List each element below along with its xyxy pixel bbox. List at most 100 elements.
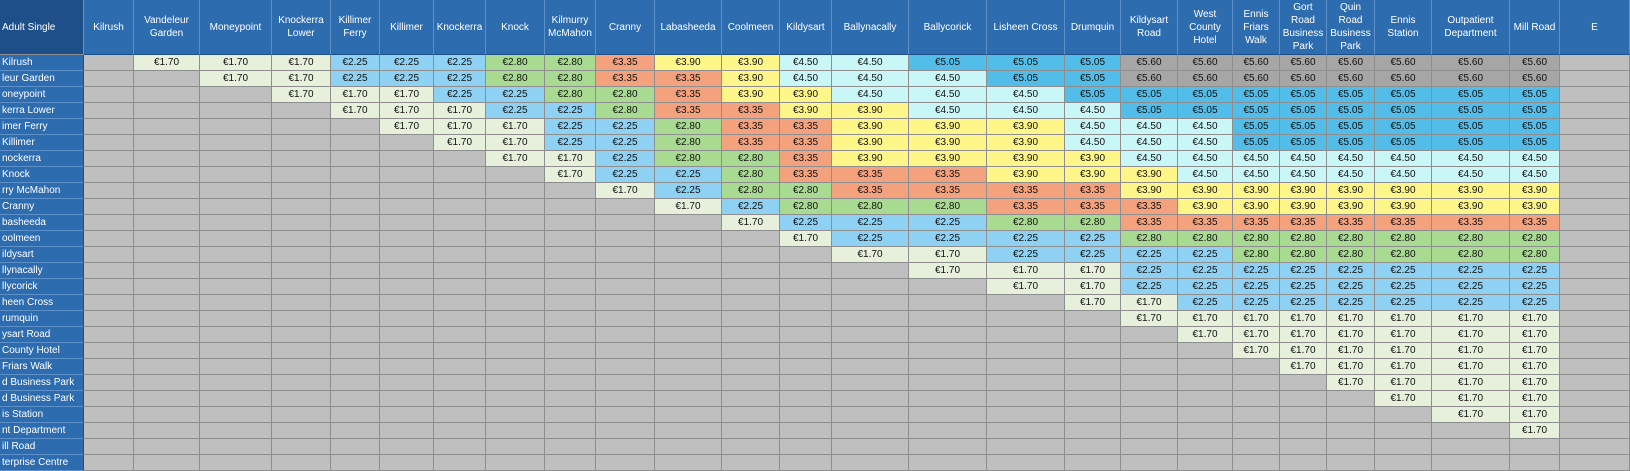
fare-cell[interactable]: €2.25 (545, 135, 596, 151)
empty-cell[interactable] (380, 279, 434, 295)
empty-cell[interactable] (780, 343, 832, 359)
row-header[interactable]: County Hotel (0, 343, 84, 359)
empty-cell[interactable] (1560, 151, 1630, 167)
fare-cell[interactable]: €4.50 (780, 55, 832, 71)
empty-cell[interactable] (780, 327, 832, 343)
fare-cell[interactable]: €1.70 (1375, 375, 1432, 391)
empty-cell[interactable] (1560, 167, 1630, 183)
column-header[interactable]: Ennis Friars Walk (1233, 0, 1280, 55)
fare-cell[interactable]: €5.05 (1327, 119, 1375, 135)
column-header[interactable]: Outpatient Department (1432, 0, 1510, 55)
empty-cell[interactable] (84, 359, 134, 375)
fare-cell[interactable]: €3.35 (832, 183, 909, 199)
row-header[interactable]: llynacally (0, 263, 84, 279)
column-header[interactable]: Cranny (596, 0, 655, 55)
empty-cell[interactable] (434, 167, 486, 183)
empty-cell[interactable] (434, 215, 486, 231)
empty-cell[interactable] (84, 215, 134, 231)
empty-cell[interactable] (1121, 343, 1178, 359)
fare-cell[interactable]: €2.80 (655, 119, 722, 135)
empty-cell[interactable] (200, 375, 272, 391)
empty-cell[interactable] (1375, 439, 1432, 455)
fare-cell[interactable]: €1.70 (1432, 327, 1510, 343)
column-header[interactable]: Kilmurry McMahon (545, 0, 596, 55)
fare-cell[interactable]: €2.80 (545, 87, 596, 103)
empty-cell[interactable] (655, 423, 722, 439)
fare-cell[interactable]: €2.80 (1280, 231, 1327, 247)
empty-cell[interactable] (655, 263, 722, 279)
empty-cell[interactable] (486, 311, 545, 327)
empty-cell[interactable] (545, 311, 596, 327)
empty-cell[interactable] (655, 311, 722, 327)
empty-cell[interactable] (909, 327, 987, 343)
row-header[interactable]: Friars Walk (0, 359, 84, 375)
empty-cell[interactable] (331, 375, 380, 391)
empty-cell[interactable] (987, 295, 1065, 311)
empty-cell[interactable] (1560, 391, 1630, 407)
empty-cell[interactable] (434, 375, 486, 391)
fare-cell[interactable]: €1.70 (1233, 311, 1280, 327)
fare-cell[interactable]: €5.60 (1510, 55, 1560, 71)
row-header[interactable]: kerra Lower (0, 103, 84, 119)
fare-cell[interactable]: €5.05 (1375, 135, 1432, 151)
fare-cell[interactable]: €5.05 (1432, 103, 1510, 119)
fare-cell[interactable]: €2.80 (545, 55, 596, 71)
empty-cell[interactable] (1510, 439, 1560, 455)
fare-cell[interactable]: €2.25 (909, 215, 987, 231)
fare-cell[interactable]: €1.70 (272, 87, 331, 103)
fare-cell[interactable]: €4.50 (1065, 135, 1121, 151)
fare-cell[interactable]: €4.50 (909, 87, 987, 103)
fare-cell[interactable]: €2.25 (331, 71, 380, 87)
empty-cell[interactable] (832, 423, 909, 439)
fare-cell[interactable]: €3.90 (832, 103, 909, 119)
fare-cell[interactable]: €2.80 (1375, 247, 1432, 263)
empty-cell[interactable] (272, 439, 331, 455)
empty-cell[interactable] (200, 279, 272, 295)
row-header[interactable]: d Business Park (0, 375, 84, 391)
empty-cell[interactable] (84, 119, 134, 135)
empty-cell[interactable] (832, 311, 909, 327)
row-header[interactable]: heen Cross (0, 295, 84, 311)
fare-cell[interactable]: €1.70 (1432, 359, 1510, 375)
empty-cell[interactable] (380, 375, 434, 391)
fare-cell[interactable]: €3.35 (909, 183, 987, 199)
row-header[interactable]: leur Garden (0, 71, 84, 87)
empty-cell[interactable] (380, 167, 434, 183)
empty-cell[interactable] (780, 423, 832, 439)
column-header[interactable]: E (1560, 0, 1630, 55)
empty-cell[interactable] (655, 439, 722, 455)
column-header[interactable]: Coolmeen (722, 0, 780, 55)
fare-cell[interactable]: €1.70 (486, 151, 545, 167)
empty-cell[interactable] (722, 423, 780, 439)
fare-cell[interactable]: €3.35 (909, 167, 987, 183)
column-header[interactable]: Vandeleur Garden (134, 0, 200, 55)
fare-cell[interactable]: €5.60 (1178, 71, 1233, 87)
fare-cell[interactable]: €1.70 (987, 279, 1065, 295)
empty-cell[interactable] (987, 359, 1065, 375)
empty-cell[interactable] (84, 247, 134, 263)
empty-cell[interactable] (84, 455, 134, 471)
empty-cell[interactable] (909, 375, 987, 391)
fare-cell[interactable]: €1.70 (272, 71, 331, 87)
column-header[interactable]: Ennis Station (1375, 0, 1432, 55)
fare-cell[interactable]: €3.90 (655, 55, 722, 71)
empty-cell[interactable] (780, 263, 832, 279)
empty-cell[interactable] (987, 439, 1065, 455)
fare-cell[interactable]: €5.05 (1280, 119, 1327, 135)
fare-cell[interactable]: €2.25 (1178, 295, 1233, 311)
empty-cell[interactable] (380, 423, 434, 439)
empty-cell[interactable] (722, 375, 780, 391)
fare-cell[interactable]: €4.50 (1178, 135, 1233, 151)
fare-cell[interactable]: €4.50 (1233, 167, 1280, 183)
fare-cell[interactable]: €2.25 (722, 199, 780, 215)
fare-cell[interactable]: €2.25 (434, 55, 486, 71)
empty-cell[interactable] (1327, 391, 1375, 407)
fare-cell[interactable]: €2.80 (832, 199, 909, 215)
empty-cell[interactable] (434, 311, 486, 327)
fare-cell[interactable]: €2.25 (987, 247, 1065, 263)
fare-cell[interactable]: €2.25 (1178, 279, 1233, 295)
fare-cell[interactable]: €1.70 (909, 263, 987, 279)
empty-cell[interactable] (84, 439, 134, 455)
empty-cell[interactable] (1560, 423, 1630, 439)
empty-cell[interactable] (1121, 439, 1178, 455)
